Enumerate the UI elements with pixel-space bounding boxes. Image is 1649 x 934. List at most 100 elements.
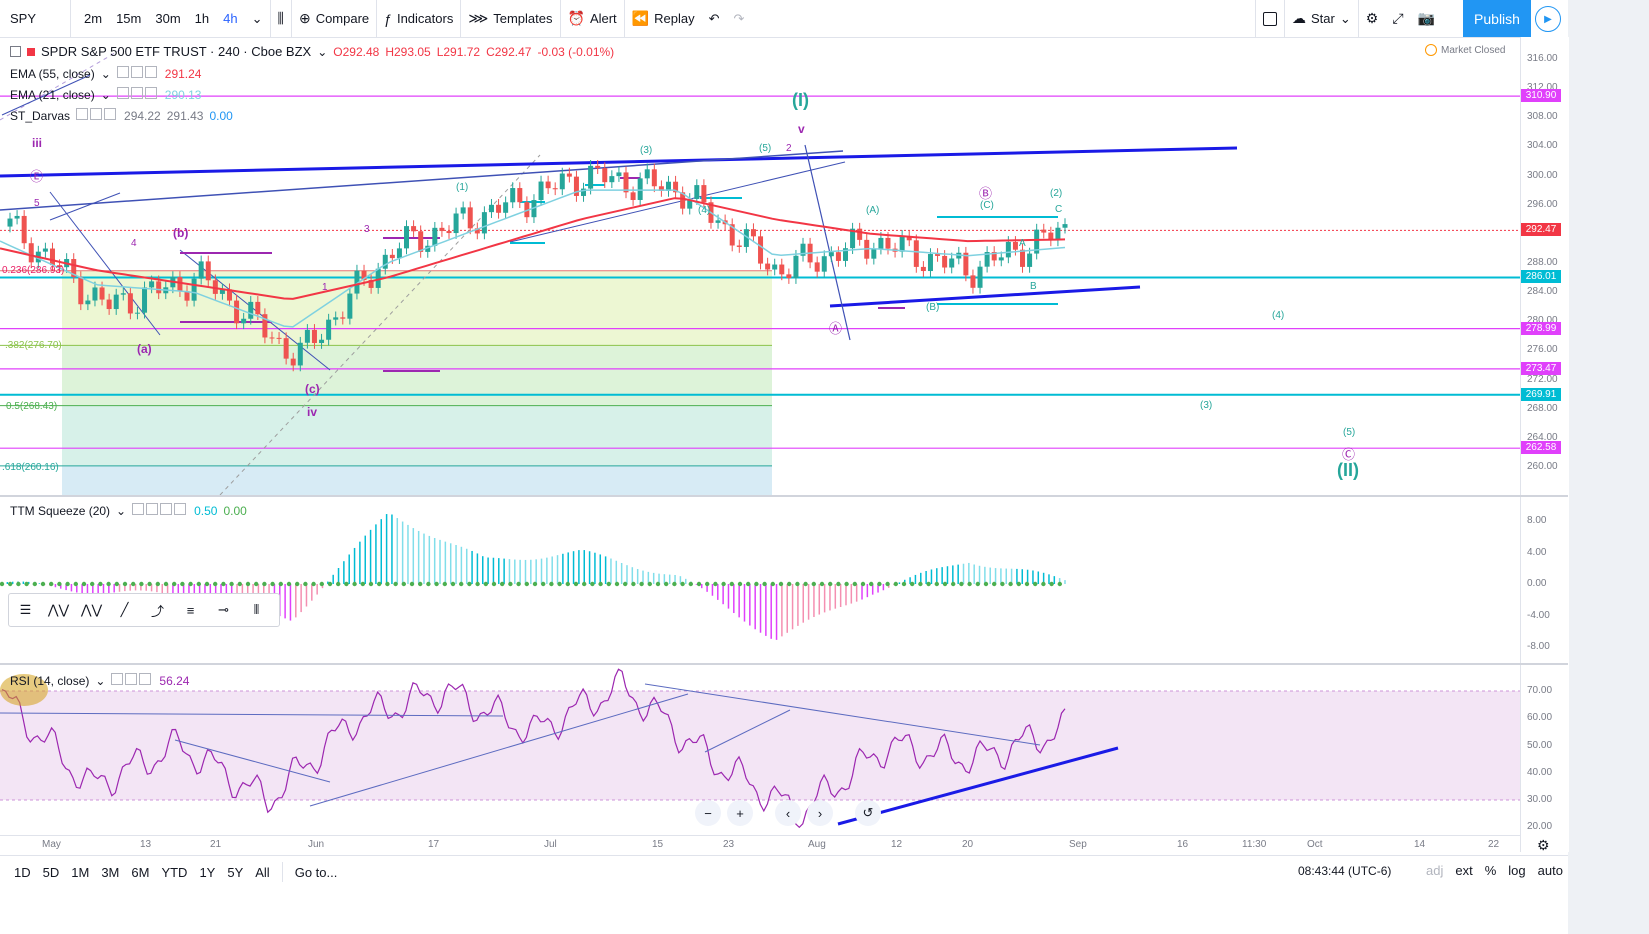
ttm-squeeze-dot: [721, 581, 726, 587]
templates-button[interactable]: ⋙ Templates: [461, 0, 559, 37]
range-all[interactable]: All: [255, 864, 270, 880]
ttm-squeeze-dot: [541, 581, 546, 587]
candle-body: [106, 299, 112, 310]
wave-label-minor-C: C: [1055, 204, 1063, 215]
chevron-down-icon[interactable]: ⌄: [251, 10, 263, 26]
fullscreen-toggle[interactable]: [1256, 0, 1284, 37]
scale-log[interactable]: log: [1508, 863, 1526, 878]
darvas-legend[interactable]: ST_Darvas 294.22 291.43 0.00: [10, 108, 233, 123]
pane-divider[interactable]: [0, 495, 1568, 497]
ttm-squeeze-dot: [860, 581, 866, 587]
legend-controls[interactable]: [132, 503, 188, 518]
candle-body: [545, 181, 551, 189]
ema21-label: EMA (21, close): [10, 87, 95, 102]
price-axis-label: 280.00: [1527, 315, 1558, 326]
indicators-button[interactable]: ƒ Indicators: [377, 0, 460, 37]
interval-4h[interactable]: 4h: [223, 11, 238, 26]
time-axis-label: 11:30: [1242, 839, 1267, 850]
candle-body: [920, 266, 926, 272]
zoom-out-button[interactable]: −: [695, 800, 721, 826]
zoom-in-button[interactable]: +: [727, 800, 753, 826]
ttm-squeeze-dot: [959, 581, 964, 587]
rsi-trend-line: [704, 709, 791, 753]
price-chart[interactable]: [0, 37, 1520, 495]
publish-button[interactable]: Publish: [1463, 0, 1531, 37]
settings-button[interactable]: ⚙: [1359, 0, 1386, 37]
candle-body: [297, 342, 303, 366]
replay-button[interactable]: ⏪ Replay: [625, 0, 702, 37]
scale-auto[interactable]: auto: [1537, 863, 1563, 878]
candle-body: [78, 277, 84, 305]
play-icon[interactable]: ▶: [1535, 6, 1561, 32]
ema55-legend[interactable]: EMA (55, close) ⌄ 291.24: [10, 66, 201, 81]
candle-style-button[interactable]: ⫼: [271, 0, 291, 37]
range-5y[interactable]: 5Y: [227, 864, 244, 880]
interval-2m[interactable]: 2m: [84, 11, 103, 26]
chevron-down-icon[interactable]: ⌄: [100, 66, 111, 81]
alert-button[interactable]: ⏰ Alert: [561, 0, 624, 37]
scroll-left-button[interactable]: ‹: [775, 800, 801, 826]
ema21-legend[interactable]: EMA (21, close) ⌄ 290.13: [10, 87, 201, 102]
redo-button[interactable]: ↷: [726, 0, 751, 37]
scale-ext[interactable]: ext: [1455, 863, 1473, 878]
chevron-down-icon[interactable]: ⌄: [116, 503, 127, 518]
rsi-axis-label: 50.00: [1527, 739, 1553, 751]
scroll-right-button[interactable]: ›: [807, 800, 833, 826]
range-3m[interactable]: 3M: [101, 864, 120, 880]
ttm-squeeze-chart[interactable]: [0, 497, 1520, 663]
wave-label-C: (C): [980, 200, 994, 211]
interval-30m[interactable]: 30m: [155, 11, 181, 26]
range-5d[interactable]: 5D: [42, 864, 60, 880]
ttm-axis-label: -4.00: [1527, 609, 1550, 621]
ttm-legend[interactable]: TTM Squeeze (20) ⌄ 0.50 0.00: [10, 503, 247, 518]
chevron-down-icon[interactable]: ⌄: [100, 87, 111, 102]
chevron-down-icon[interactable]: ⌄: [317, 44, 328, 59]
scale-percent[interactable]: %: [1484, 863, 1497, 878]
path-icon[interactable]: ⤴: [150, 603, 164, 619]
horizontal-ray-icon[interactable]: ⊸: [218, 602, 229, 617]
range-1m[interactable]: 1M: [71, 864, 90, 880]
abc-wave-icon[interactable]: ⋀⋁: [80, 602, 103, 617]
goto-button[interactable]: Go to...: [294, 864, 338, 880]
legend-controls[interactable]: [76, 108, 118, 123]
snapshot-button[interactable]: 📷: [1411, 0, 1442, 37]
legend-controls[interactable]: [111, 673, 153, 688]
chart-settings-gear-icon[interactable]: ⚙: [1537, 837, 1550, 853]
menu-icon[interactable]: ☰: [19, 602, 32, 617]
star-layout-button[interactable]: ☁ Star ⌄: [1285, 0, 1358, 37]
reset-chart-button[interactable]: ↺: [855, 800, 881, 826]
price-axis-label: 296.00: [1527, 198, 1558, 210]
range-6m[interactable]: 6M: [131, 864, 150, 880]
elliott-wave-icon[interactable]: ⋀⋁: [47, 602, 70, 617]
candle-body: [326, 319, 332, 340]
rsi-chart[interactable]: [0, 665, 1520, 835]
pane-divider[interactable]: [0, 663, 1568, 665]
time-axis[interactable]: [0, 835, 1520, 856]
collapse-icon[interactable]: [10, 46, 21, 57]
divider: [269, 0, 271, 37]
channel-trend-line: [804, 144, 851, 341]
chevron-down-icon[interactable]: ⌄: [95, 673, 106, 688]
compare-button[interactable]: ⊕ Compare: [292, 0, 376, 37]
legend-controls[interactable]: [116, 87, 159, 102]
range-ytd[interactable]: YTD: [161, 864, 188, 880]
channel-trend-line: [179, 249, 331, 371]
range-1y[interactable]: 1Y: [199, 864, 216, 880]
symbol-title[interactable]: SPDR S&P 500 ETF TRUST · 240 · Cboe BZX: [41, 44, 312, 59]
legend-controls[interactable]: [116, 66, 159, 81]
candle-body: [687, 198, 693, 209]
clock[interactable]: 08:43:44 (UTC-6): [1298, 864, 1392, 878]
fib-icon[interactable]: ≡: [186, 602, 195, 618]
range-icon[interactable]: ⫴: [253, 602, 260, 617]
range-1d[interactable]: 1D: [14, 864, 31, 880]
interval-15m[interactable]: 15m: [116, 11, 142, 26]
scale-adj[interactable]: adj: [1426, 863, 1444, 878]
expand-button[interactable]: ⤢: [1385, 0, 1410, 37]
interval-1h[interactable]: 1h: [194, 11, 210, 26]
undo-button[interactable]: ↶: [702, 0, 727, 37]
symbol-search[interactable]: SPY: [10, 11, 37, 26]
rsi-legend[interactable]: RSI (14, close) ⌄ 56.24: [10, 673, 189, 688]
candle-body: [665, 181, 671, 191]
trend-line-icon[interactable]: ╱: [120, 602, 129, 617]
market-status[interactable]: Market Closed: [1425, 44, 1505, 56]
